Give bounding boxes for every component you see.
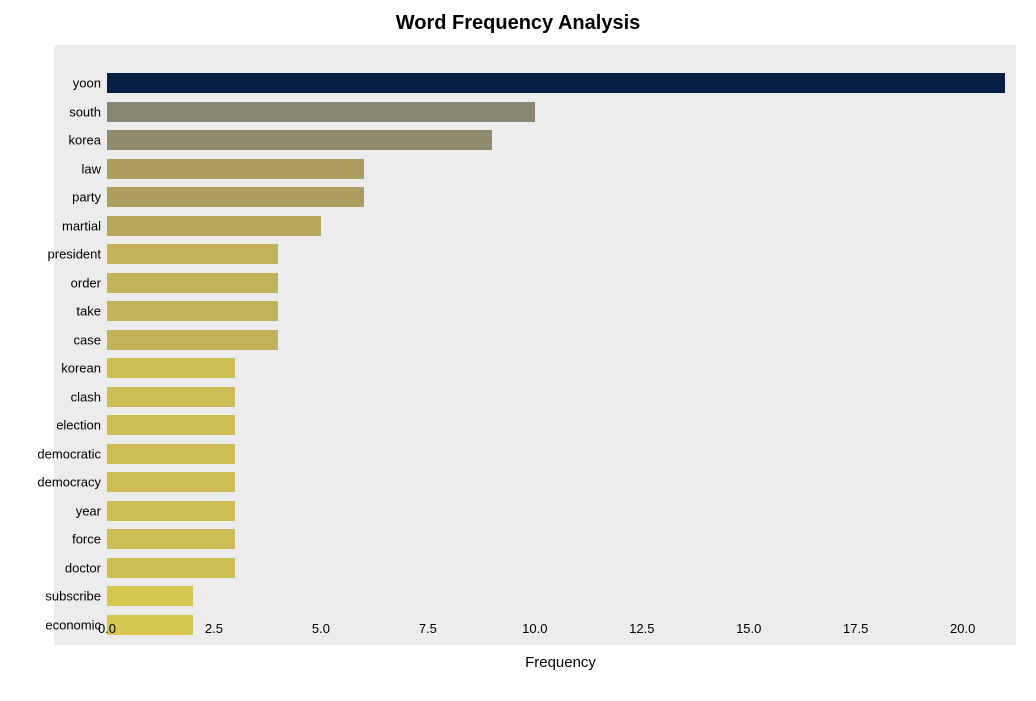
x-tick-label: 5.0 [312,621,330,636]
y-tick-label: take [76,304,107,319]
y-tick-label: order [71,275,107,290]
bar-row: case [107,326,1014,355]
bar-row: democratic [107,440,1014,469]
bar [107,102,535,122]
bar [107,244,278,264]
x-tick-label: 10.0 [522,621,547,636]
bar-row: year [107,497,1014,526]
bar [107,216,321,236]
bar-row: force [107,525,1014,554]
bar-row: martial [107,212,1014,241]
x-tick-label: 7.5 [419,621,437,636]
x-tick-label: 2.5 [205,621,223,636]
bar [107,415,235,435]
bar [107,273,278,293]
bar-row: president [107,240,1014,269]
bar [107,472,235,492]
y-tick-label: democratic [37,446,107,461]
y-tick-label: election [56,418,107,433]
y-tick-label: doctor [65,560,107,575]
y-tick-label: democracy [37,475,107,490]
bar [107,358,235,378]
bars-group: yoonsouthkorealawpartymartialpresidentor… [107,69,1014,639]
bar [107,73,1005,93]
bar [107,558,235,578]
y-tick-label: president [48,247,107,262]
x-tick-label: 0.0 [98,621,116,636]
chart-title: Word Frequency Analysis [12,12,1024,35]
y-tick-label: force [72,532,107,547]
bar [107,529,235,549]
x-tick-label: 12.5 [629,621,654,636]
y-tick-label: party [72,190,107,205]
x-tick-label: 15.0 [736,621,761,636]
y-tick-label: clash [71,389,107,404]
bar [107,330,278,350]
x-axis-label: Frequency [525,654,596,671]
bar [107,387,235,407]
bar-row: subscribe [107,582,1014,611]
x-tick-label: 17.5 [843,621,868,636]
y-tick-label: yoon [73,76,107,91]
bar-row: korean [107,354,1014,383]
y-tick-label: law [81,161,107,176]
bar [107,159,364,179]
bar-row: korea [107,126,1014,155]
bar [107,501,235,521]
x-tick-label: 20.0 [950,621,975,636]
bar-row: election [107,411,1014,440]
bar-row: doctor [107,554,1014,583]
x-axis: 0.02.55.07.510.012.515.017.520.0 [107,621,1014,651]
chart-container: Word Frequency Analysis yoonsouthkoreala… [0,0,1036,701]
bar [107,444,235,464]
bar [107,130,492,150]
y-tick-label: martial [62,218,107,233]
bar [107,187,364,207]
y-tick-label: case [74,332,107,347]
y-tick-label: korea [68,133,107,148]
bar-row: democracy [107,468,1014,497]
bar [107,301,278,321]
plot-area: yoonsouthkorealawpartymartialpresidentor… [107,45,1014,645]
y-tick-label: south [69,104,107,119]
y-tick-label: year [76,503,107,518]
bar-row: south [107,98,1014,127]
bar-row: take [107,297,1014,326]
bar [107,586,193,606]
y-tick-label: korean [61,361,107,376]
bar-row: party [107,183,1014,212]
bar-row: yoon [107,69,1014,98]
bar-row: order [107,269,1014,298]
y-tick-label: subscribe [45,589,107,604]
bar-row: clash [107,383,1014,412]
bar-row: law [107,155,1014,184]
